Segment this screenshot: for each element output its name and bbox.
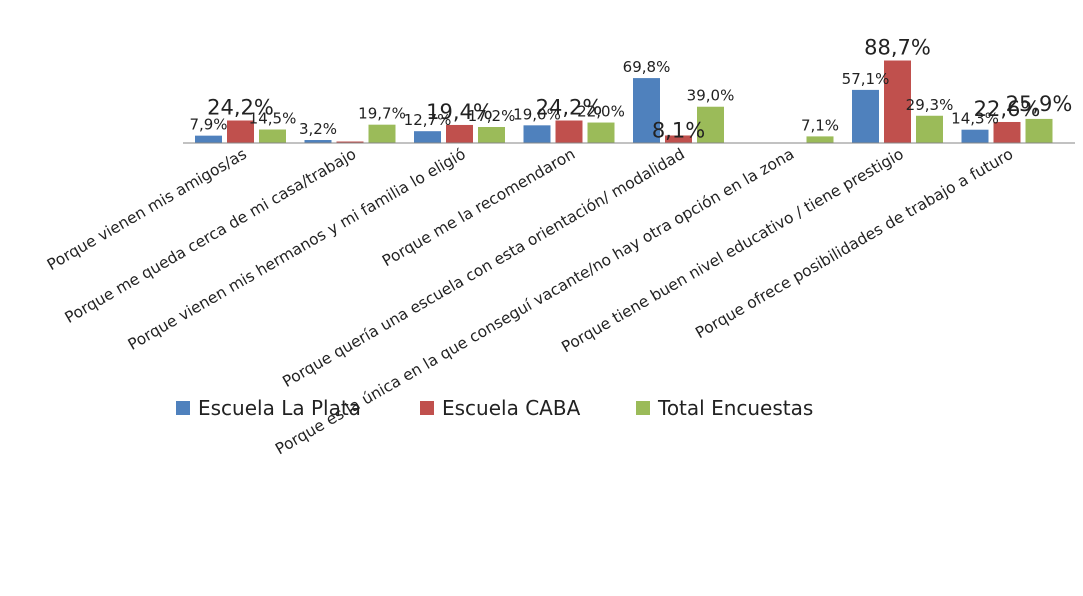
bar-2-4 (555, 120, 583, 143)
data-label-3-1: 14,5% (249, 110, 297, 128)
bar-1-7 (852, 89, 879, 143)
data-label-3-5: 39,0% (687, 87, 735, 105)
data-label-2-1: 24,2% (207, 95, 274, 119)
category-label-4: Porque me la recomendaron (379, 145, 578, 270)
bar-2-7 (884, 60, 911, 143)
bar-1-2 (304, 140, 332, 143)
data-label-3-6: 7,1% (801, 116, 839, 134)
bar-3-2 (368, 124, 396, 143)
bar-3-4 (587, 122, 615, 143)
bar-2-2 (336, 141, 364, 143)
bar-2-8 (993, 121, 1021, 143)
data-label-2-4: 24,2% (536, 95, 603, 119)
bar-2-1 (227, 120, 254, 143)
bar-3-1 (259, 129, 286, 143)
legend-label-1: Escuela La Plata (198, 396, 361, 420)
legend-swatch-2 (420, 401, 434, 415)
data-label-2-7: 88,7% (864, 36, 931, 60)
legend-label-3: Total Encuestas (657, 396, 813, 420)
bar-3-5 (697, 106, 724, 143)
bar-1-3 (414, 131, 441, 143)
data-label-3-8: 25,9% (1006, 92, 1073, 116)
data-labels-group: 7,9%24,2%14,5%3,2%19,7%12,7%19,4%17,2%19… (189, 36, 1072, 143)
data-label-1-8: 14,3% (951, 110, 999, 128)
legend-label-2: Escuela CABA (442, 396, 581, 420)
bar-2-3 (446, 124, 473, 143)
bar-1-4 (523, 125, 551, 143)
data-label-1-2: 3,2% (299, 120, 337, 138)
data-label-2-8: 22,6% (974, 97, 1041, 121)
data-label-3-4: 22,0% (577, 103, 625, 121)
bar-1-5 (633, 78, 660, 143)
data-label-3-3: 17,2% (468, 107, 516, 125)
bar-3-3 (478, 127, 505, 143)
bar-3-7 (916, 115, 943, 143)
category-label-5: Porque quería una escuela con esta orien… (279, 145, 687, 391)
data-label-3-7: 29,3% (906, 96, 954, 114)
legend-swatch-1 (176, 401, 190, 415)
data-label-2-3: 19,4% (426, 100, 493, 124)
data-label-1-3: 12,7% (404, 111, 452, 129)
data-label-1-5: 69,8% (623, 58, 671, 76)
data-label-3-2: 19,7% (358, 105, 406, 123)
bar-3-6 (806, 136, 834, 143)
bar-3-8 (1025, 118, 1053, 143)
bar-2-5 (665, 135, 692, 143)
data-label-2-5: 8,1% (652, 118, 705, 142)
legend-swatch-3 (636, 401, 650, 415)
legend: Escuela La Plata Escuela CABA Total Encues… (176, 396, 813, 420)
bar-1-1 (195, 135, 222, 143)
data-label-1-7: 57,1% (842, 70, 890, 88)
bars-group (195, 60, 1053, 143)
data-label-1-1: 7,9% (189, 116, 227, 134)
category-label-1: Porque vienen mis amigos/as (44, 145, 250, 274)
bar-1-8 (961, 129, 989, 143)
data-label-1-4: 19,0% (513, 105, 561, 123)
